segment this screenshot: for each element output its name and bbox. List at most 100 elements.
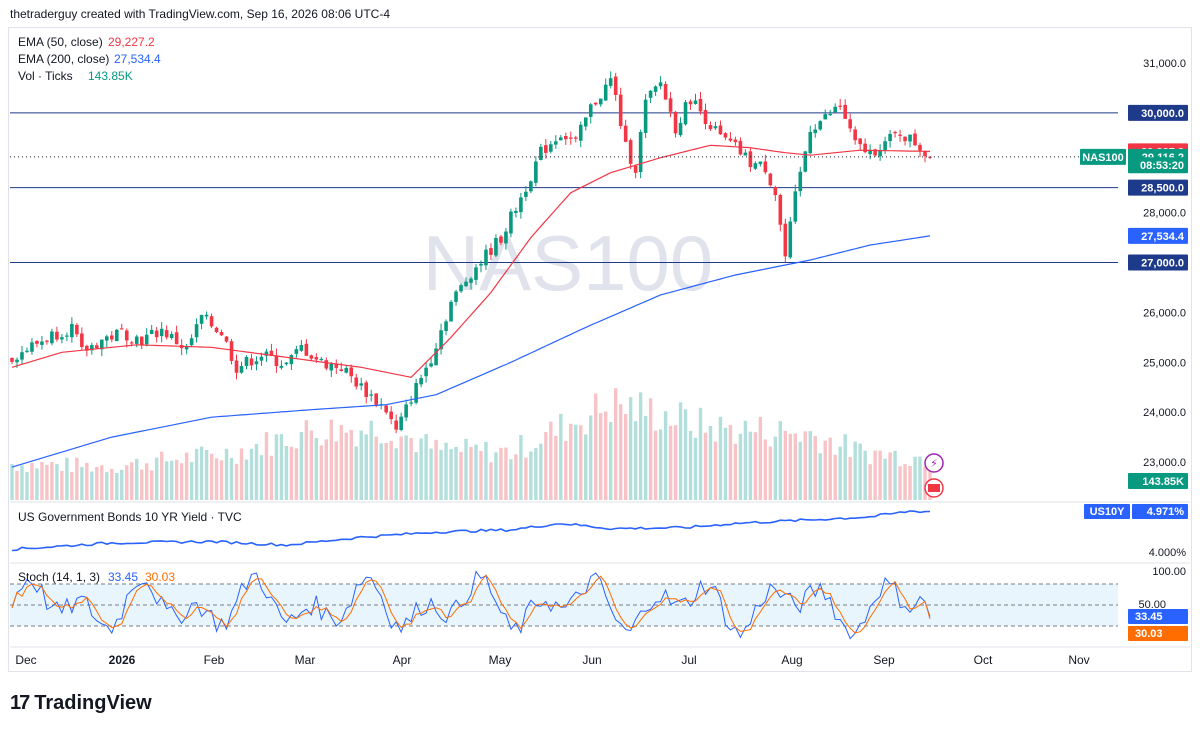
candle bbox=[504, 231, 508, 244]
volume-bar bbox=[918, 456, 922, 500]
ema200-legend-label: EMA (200, close) bbox=[18, 52, 109, 66]
volume-bar bbox=[379, 443, 383, 500]
volume-bar bbox=[204, 449, 209, 500]
symbol-tag bbox=[1080, 148, 1126, 165]
volume-bar bbox=[793, 433, 797, 500]
volume-bar bbox=[858, 443, 862, 500]
price-tag-label: 27,000.0 bbox=[1141, 258, 1184, 270]
volume-bar bbox=[105, 472, 109, 500]
candle bbox=[35, 340, 39, 344]
candle bbox=[808, 131, 813, 154]
tradingview-logo[interactable]: 17 TradingView bbox=[10, 692, 152, 715]
chart-attribution: thetraderguy created with TradingView.co… bbox=[10, 7, 390, 21]
volume-bar bbox=[464, 438, 468, 500]
candle bbox=[713, 126, 718, 129]
candle bbox=[554, 141, 558, 145]
candle bbox=[15, 359, 19, 363]
volume-bar bbox=[758, 416, 763, 500]
volume-bar bbox=[125, 465, 129, 500]
candle bbox=[698, 98, 703, 112]
volume-bar bbox=[224, 448, 229, 500]
volume-bar bbox=[703, 432, 708, 500]
candle bbox=[249, 358, 254, 366]
candle bbox=[803, 151, 808, 172]
price-tag-label: 30,000.0 bbox=[1141, 108, 1184, 120]
volume-bar bbox=[798, 441, 802, 500]
candle bbox=[434, 348, 438, 366]
candle bbox=[568, 137, 573, 139]
lightning-icon: ⚡ bbox=[930, 458, 938, 470]
price-tag-label: 08:53:20 bbox=[1140, 160, 1184, 172]
volume-bar bbox=[768, 446, 773, 500]
time-axis-label: Sep bbox=[873, 653, 895, 667]
candle bbox=[369, 394, 374, 396]
candle bbox=[289, 355, 294, 365]
candle bbox=[159, 328, 164, 337]
volume-bar bbox=[893, 450, 897, 500]
candle bbox=[234, 360, 239, 373]
volume-bar bbox=[509, 459, 513, 500]
candle bbox=[703, 109, 708, 125]
candle bbox=[539, 146, 543, 160]
volume-bar bbox=[424, 434, 428, 500]
stoch-k-line bbox=[11, 570, 931, 640]
volume-bar bbox=[349, 429, 353, 500]
volume-bar bbox=[668, 425, 673, 500]
volume-bar bbox=[763, 439, 768, 500]
volume-bar bbox=[608, 421, 613, 500]
candle bbox=[489, 248, 493, 255]
candle bbox=[394, 420, 398, 430]
stoch-k-tag-label: 33.45 bbox=[1135, 611, 1163, 623]
candle bbox=[384, 405, 388, 413]
price-tag-vol bbox=[1128, 473, 1188, 490]
candle bbox=[708, 125, 713, 130]
volume-bar bbox=[409, 437, 413, 500]
candle bbox=[65, 335, 69, 337]
volume-bar bbox=[693, 437, 698, 500]
candle bbox=[484, 249, 488, 266]
candle bbox=[45, 340, 49, 342]
candle bbox=[454, 291, 458, 302]
volume-bar bbox=[154, 457, 159, 500]
candle bbox=[653, 86, 658, 92]
volume-bar bbox=[229, 458, 234, 500]
price-tag-label: 28,500.0 bbox=[1141, 183, 1184, 195]
volume-bar bbox=[853, 441, 857, 500]
time-axis-label: Aug bbox=[781, 653, 802, 667]
candle bbox=[474, 267, 478, 280]
volume-bar bbox=[584, 434, 588, 500]
volume-bar bbox=[384, 443, 388, 500]
ema200-legend-value: 27,534.4 bbox=[114, 52, 161, 66]
volume-bar bbox=[339, 425, 343, 500]
candle bbox=[658, 82, 663, 87]
volume-bar bbox=[544, 431, 548, 500]
volume-bar bbox=[324, 439, 329, 500]
candle bbox=[169, 333, 174, 339]
candle bbox=[628, 140, 633, 164]
volume-bar bbox=[923, 466, 927, 500]
volume-bar bbox=[35, 468, 39, 500]
candle bbox=[633, 165, 638, 173]
candle bbox=[50, 331, 54, 344]
price-tag-countdown bbox=[1128, 157, 1188, 174]
chart-frame bbox=[8, 27, 1192, 672]
candle bbox=[244, 356, 249, 366]
volume-bar bbox=[184, 452, 189, 500]
candle bbox=[903, 136, 907, 142]
volume-bar bbox=[514, 454, 518, 500]
time-axis-label: Jul bbox=[681, 653, 696, 667]
volume-bar bbox=[778, 421, 783, 500]
volume-bar bbox=[389, 441, 393, 500]
time-axis-label: Feb bbox=[204, 653, 225, 667]
candle bbox=[588, 104, 593, 117]
candle bbox=[239, 366, 244, 373]
volume-bar bbox=[728, 425, 733, 500]
volume-bar bbox=[708, 425, 713, 500]
candle bbox=[583, 117, 588, 127]
tradingview-logo-text: TradingView bbox=[34, 692, 152, 714]
volume-bar bbox=[70, 471, 74, 500]
volume-bar bbox=[179, 463, 184, 500]
volume-bar bbox=[404, 435, 408, 500]
candle bbox=[119, 328, 124, 330]
